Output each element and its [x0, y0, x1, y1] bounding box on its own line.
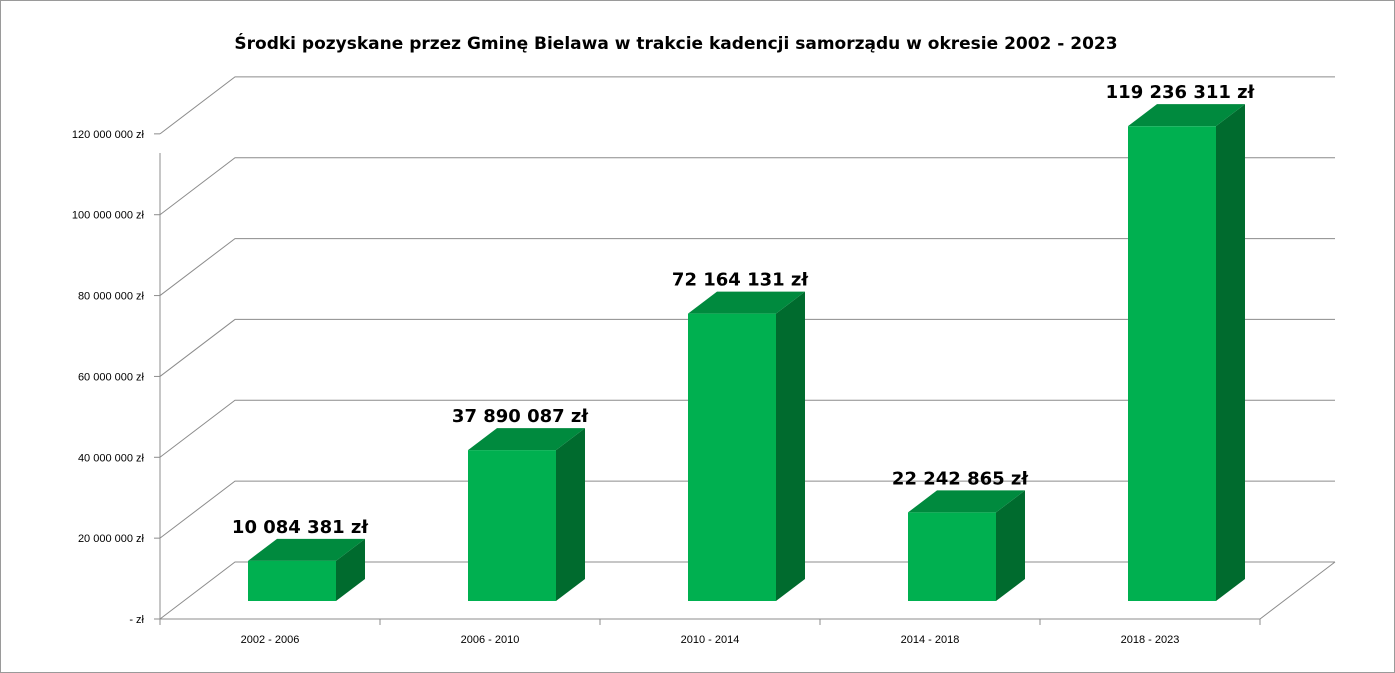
x-tick-label: 2010 - 2014	[681, 634, 740, 646]
bar-front	[688, 313, 776, 601]
data-label: 72 164 131 zł	[672, 270, 809, 291]
x-tick-label: 2006 - 2010	[461, 634, 520, 646]
y-tick-label: 80 000 000 zł	[78, 291, 145, 303]
bar-side	[1216, 104, 1245, 601]
bar	[248, 538, 365, 601]
bar-top	[688, 291, 805, 314]
data-label: 119 236 311 zł	[1106, 82, 1256, 103]
bar	[1128, 104, 1245, 601]
bar-top	[248, 538, 365, 561]
data-labels: 10 084 381 zł 37 890 087 zł 72 164 131 zł 2…	[232, 82, 1256, 538]
gridline	[159, 76, 1335, 135]
bar-top	[1128, 104, 1245, 127]
data-label: 37 890 087 zł	[452, 406, 589, 427]
gridline	[159, 157, 1335, 216]
data-label: 22 242 865 zł	[892, 468, 1029, 489]
x-tick-label: 2014 - 2018	[901, 634, 960, 646]
bar-top	[908, 490, 1025, 513]
bar	[468, 428, 585, 601]
gridline	[159, 318, 1335, 377]
axes	[154, 133, 1336, 625]
bar-front	[908, 512, 996, 601]
y-tick-label: - zł	[129, 614, 144, 626]
bar-side	[336, 538, 365, 601]
y-tick-label: 60 000 000 zł	[78, 371, 145, 383]
data-label: 10 084 381 zł	[232, 517, 369, 538]
y-axis-ticks: - zł 20 000 000 zł 40 000 000 zł 60 000 000…	[72, 129, 145, 626]
bar-top	[468, 428, 585, 451]
chart-title: Środki pozyskane przez Gminę Bielawa w t…	[234, 32, 1117, 54]
gridline	[159, 399, 1335, 458]
bar-side	[776, 291, 805, 601]
gridline	[159, 238, 1335, 296]
bar-side	[556, 428, 585, 601]
bar-front	[468, 450, 556, 601]
y-tick-label: 40 000 000 zł	[78, 452, 145, 464]
bar-side	[996, 490, 1025, 601]
bars	[248, 104, 1245, 601]
x-axis-ticks: 2002 - 2006 2006 - 2010 2010 - 2014 2014 - …	[241, 634, 1180, 646]
bar-front	[248, 560, 336, 601]
x-tick-label: 2018 - 2023	[1121, 634, 1180, 646]
gridline	[159, 480, 1335, 539]
x-tick-label: 2002 - 2006	[241, 634, 300, 646]
bar	[908, 490, 1025, 601]
bar	[688, 291, 805, 601]
y-tick-label: 20 000 000 zł	[78, 533, 145, 545]
y-tick-label: 100 000 000 zł	[72, 210, 145, 222]
bar-front	[1128, 126, 1216, 601]
y-tick-label: 120 000 000 zł	[72, 129, 145, 141]
